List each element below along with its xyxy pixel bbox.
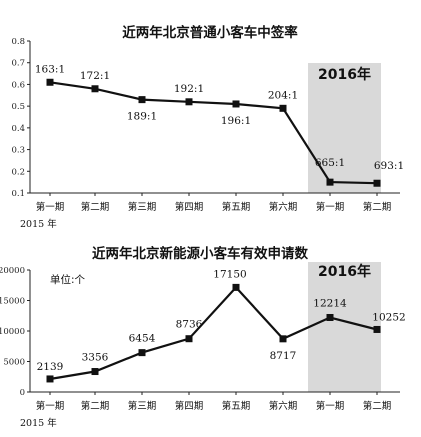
data-label: 10252 xyxy=(372,311,405,323)
y-tick-label: 10000 xyxy=(0,327,25,337)
data-label: 693:1 xyxy=(374,160,404,172)
y-tick-label: 0.4 xyxy=(11,124,25,134)
y-tick-label: 0 xyxy=(20,388,25,398)
chart-title: 近两年北京新能源小客车有效申请数 xyxy=(92,245,308,262)
unit-label: 单位:个 xyxy=(50,273,86,286)
data-label: 8736 xyxy=(176,319,203,331)
data-label: 665:1 xyxy=(315,157,345,169)
data-point xyxy=(373,179,381,187)
y-tick-label: 15000 xyxy=(0,297,25,307)
data-point xyxy=(279,335,287,343)
data-point xyxy=(91,368,99,376)
x-tick-label: 第一期 xyxy=(316,201,345,213)
x-tick-label: 第三期 xyxy=(128,400,157,412)
x-tick-label: 第二期 xyxy=(81,201,110,213)
data-label: 12214 xyxy=(313,297,347,309)
data-point xyxy=(138,349,146,357)
x-tick-label: 第五期 xyxy=(222,400,251,412)
data-label: 8717 xyxy=(270,350,297,362)
y-tick-label: 5000 xyxy=(3,358,25,368)
x-tick-label: 第二期 xyxy=(81,400,110,412)
data-point xyxy=(326,313,334,321)
highlight-band-2016 xyxy=(308,63,381,193)
chart-title: 近两年北京普通小客车中签率 xyxy=(122,24,298,41)
x-footnote-year: 2015 年 xyxy=(20,218,57,230)
y-tick-label: 0.3 xyxy=(11,146,25,156)
x-tick-label: 第三期 xyxy=(128,201,157,213)
data-point xyxy=(138,96,146,104)
data-point xyxy=(185,98,193,106)
data-label: 6454 xyxy=(129,333,156,345)
y-tick-label: 0.5 xyxy=(11,102,25,112)
data-point xyxy=(279,104,287,112)
x-tick-label: 第六期 xyxy=(269,400,298,412)
series-line xyxy=(49,81,378,185)
x-tick-label: 第一期 xyxy=(36,201,65,213)
x-tick-label: 第四期 xyxy=(175,201,204,213)
nev-applications-chart: 2016年 近两年北京新能源小客车有效申请数 单位:个 0 5000 10000 15… xyxy=(0,245,406,429)
x-tick-label: 第六期 xyxy=(269,201,298,213)
y-tick-label: 0.2 xyxy=(11,167,25,177)
x-footnote-year: 2015 年 xyxy=(20,417,57,429)
data-point xyxy=(185,335,193,343)
x-tick-label: 第一期 xyxy=(316,400,345,412)
highlight-year-label: 2016年 xyxy=(318,66,371,83)
x-tick-label: 第二期 xyxy=(363,400,392,412)
data-point xyxy=(91,85,99,93)
x-tick-label: 第五期 xyxy=(222,201,251,213)
data-point xyxy=(46,375,54,383)
highlight-year-label: 2016年 xyxy=(318,263,371,280)
data-label: 2139 xyxy=(37,361,64,373)
x-tick-label: 第一期 xyxy=(36,400,65,412)
y-tick-label: 0.8 xyxy=(11,37,25,47)
y-tick-label: 20000 xyxy=(0,266,25,276)
data-label: 192:1 xyxy=(174,83,204,95)
data-point xyxy=(232,283,240,291)
win-rate-chart: 2016年 近两年北京普通小客车中签率 0.1 0.2 0.3 0.4 0.5 0.6 0.… xyxy=(11,24,404,230)
data-label: 163:1 xyxy=(35,63,65,75)
data-point xyxy=(46,78,54,86)
series-line xyxy=(49,285,378,381)
data-point xyxy=(232,100,240,108)
data-label: 172:1 xyxy=(80,70,110,82)
data-label: 3356 xyxy=(82,352,109,364)
y-tick-label: 0.6 xyxy=(11,80,25,90)
x-tick-label: 第四期 xyxy=(175,400,204,412)
y-tick-label: 0.1 xyxy=(11,189,25,199)
y-tick-label: 0.7 xyxy=(11,59,25,69)
x-tick-label: 第二期 xyxy=(363,201,392,213)
data-label: 196:1 xyxy=(221,115,251,127)
data-label: 17150 xyxy=(213,268,246,280)
data-label: 189:1 xyxy=(127,111,157,123)
data-point xyxy=(326,178,334,186)
data-point xyxy=(373,325,381,333)
data-label: 204:1 xyxy=(268,89,298,101)
